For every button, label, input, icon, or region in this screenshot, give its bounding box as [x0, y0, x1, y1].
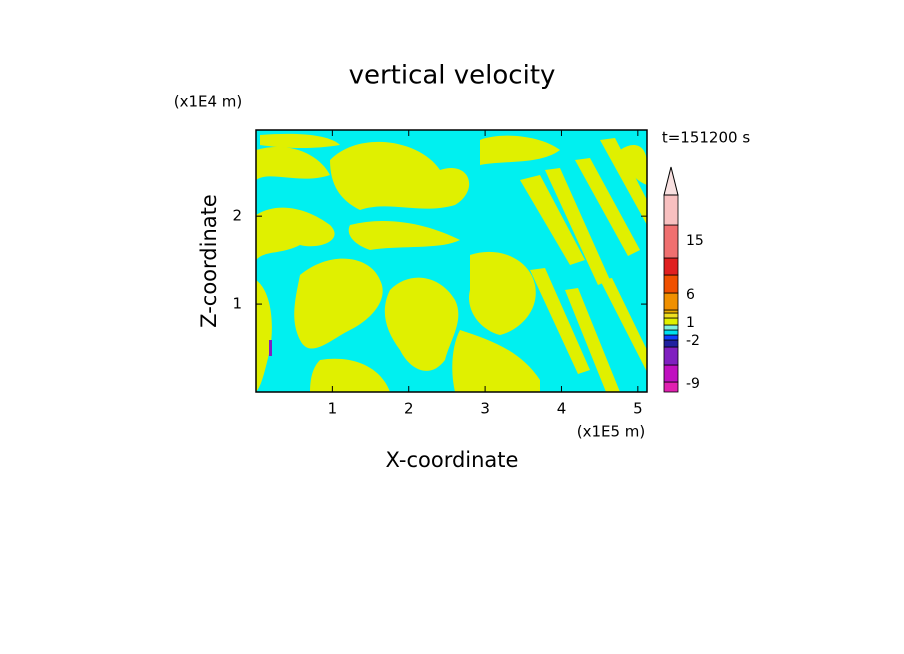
contour-region: [575, 158, 640, 256]
contour-region: [260, 133, 340, 149]
y-tick-label: 1: [232, 295, 242, 313]
colorbar-segment: [663, 324, 679, 331]
x-tick-label: 3: [480, 400, 490, 418]
colorbar-segment: [663, 329, 679, 336]
x-axis-label: X-coordinate: [386, 448, 519, 472]
contour-region: [256, 146, 330, 180]
contour-region: [269, 340, 272, 356]
colorbar-segment: [663, 346, 679, 366]
y-axis-label: Z-coordinate: [197, 194, 221, 328]
time-label: t=151200 s: [662, 129, 750, 147]
axes: 1 2 3 4 5 1 2 -9 -2 1 6 15: [232, 130, 704, 418]
x-unit: (x1E5 m): [577, 423, 646, 441]
colorbar-label: 1: [686, 315, 695, 331]
y-unit: (x1E4 m): [174, 93, 243, 111]
colorbar-segment: [663, 257, 679, 276]
y-tick-label: 2: [232, 207, 242, 225]
contour-region: [452, 330, 540, 392]
x-tick-label: 4: [557, 400, 567, 418]
contour-region: [480, 135, 560, 165]
colorbar-segment: [663, 274, 679, 294]
contour-field: [256, 130, 647, 392]
colorbar-segment: [663, 292, 679, 311]
colorbar-label: -9: [686, 376, 700, 392]
x-tick-label: 1: [328, 400, 338, 418]
colorbar-segment: [663, 194, 679, 226]
contour-region: [530, 268, 590, 374]
colorbar-segment: [663, 334, 679, 341]
x-tick-label: 2: [404, 400, 414, 418]
colorbar-segment: [663, 339, 679, 348]
colorbar-extend: [663, 166, 679, 196]
contour-region: [256, 207, 335, 260]
colorbar-label: -2: [686, 333, 700, 349]
colorbar-segment: [663, 364, 679, 383]
plot-frame: [255, 129, 648, 393]
contour-region: [256, 280, 272, 392]
x-tick-label: 5: [633, 400, 643, 418]
contour-region: [565, 288, 620, 392]
colorbar-label: 15: [686, 233, 704, 249]
contour-region: [384, 277, 459, 371]
colorbar-segment: [663, 312, 679, 319]
contour-region: [330, 141, 470, 210]
contour-region: [600, 138, 647, 225]
contour-region: [348, 220, 460, 250]
chart-title: vertical velocity: [349, 61, 556, 91]
colorbar-segment: [663, 309, 679, 314]
contour-region: [469, 251, 536, 335]
contour-regions: [256, 133, 647, 392]
contour-region: [600, 278, 647, 372]
contour-region: [620, 145, 647, 185]
colorbar-segment: [663, 381, 679, 393]
contour-region: [310, 358, 390, 392]
colorbar-label: 6: [686, 287, 695, 303]
contour-region: [520, 175, 585, 265]
contour-region: [294, 258, 383, 349]
colorbar-segment: [663, 224, 679, 259]
colorbar-segment: [663, 317, 679, 326]
contour-region: [545, 168, 610, 285]
